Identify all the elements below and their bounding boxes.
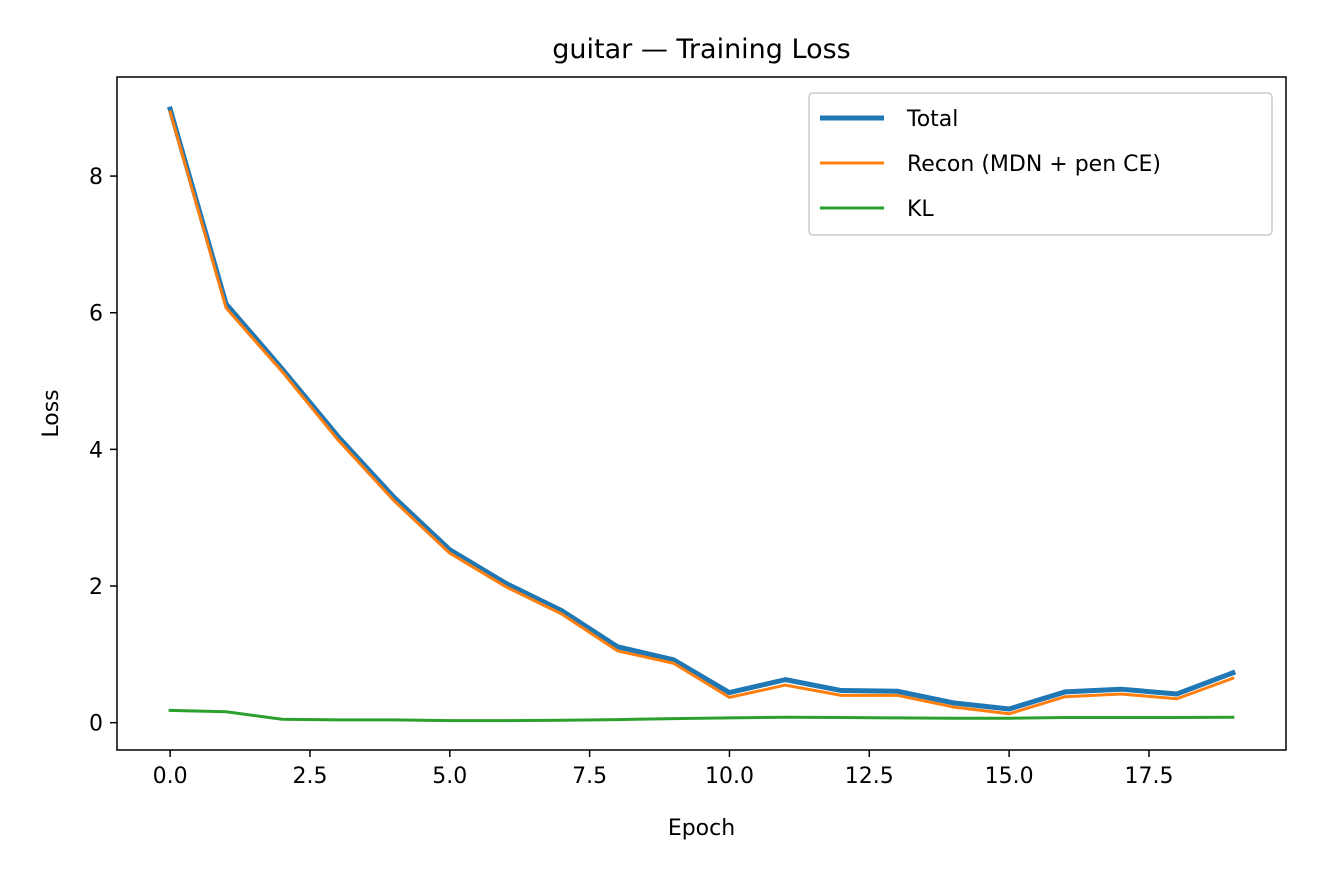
legend: Total Recon (MDN + pen CE) KL	[808, 92, 1273, 236]
y-axis-label: Loss	[39, 389, 64, 437]
x-tick-label: 0.0	[153, 764, 188, 789]
series-lines	[167, 106, 1237, 723]
legend-box	[808, 92, 1273, 236]
series-line-kl	[168, 708, 1235, 723]
x-tick-label: 15.0	[985, 764, 1034, 789]
y-tick-label: 4	[89, 438, 103, 463]
y-tick-label: 0	[89, 712, 103, 737]
legend-label-total: Total	[906, 107, 958, 132]
x-axis-label: Epoch	[668, 816, 735, 841]
x-tick-label: 10.0	[705, 764, 754, 789]
legend-label-kl: KL	[907, 197, 934, 222]
y-tick-label: 8	[89, 165, 103, 190]
chart-title: guitar — Training Loss	[552, 34, 851, 65]
plot-frame	[116, 76, 1287, 751]
series-line-total	[167, 106, 1237, 712]
series-line-recon-mdn-pen-ce	[168, 109, 1235, 716]
x-axis: 0.0 2.5 5.0 7.5 10.0 12.5 15.0 17.5	[153, 750, 1173, 789]
y-axis: 0 2 4 6 8	[89, 165, 117, 737]
x-tick-label: 2.5	[292, 764, 327, 789]
y-tick-label: 6	[89, 302, 103, 327]
x-tick-label: 17.5	[1124, 764, 1173, 789]
legend-label-recon-mdn-pen-ce: Recon (MDN + pen CE)	[907, 152, 1161, 177]
x-tick-label: 7.5	[572, 764, 607, 789]
x-tick-label: 12.5	[845, 764, 894, 789]
y-tick-label: 2	[89, 575, 103, 600]
x-tick-label: 5.0	[432, 764, 467, 789]
